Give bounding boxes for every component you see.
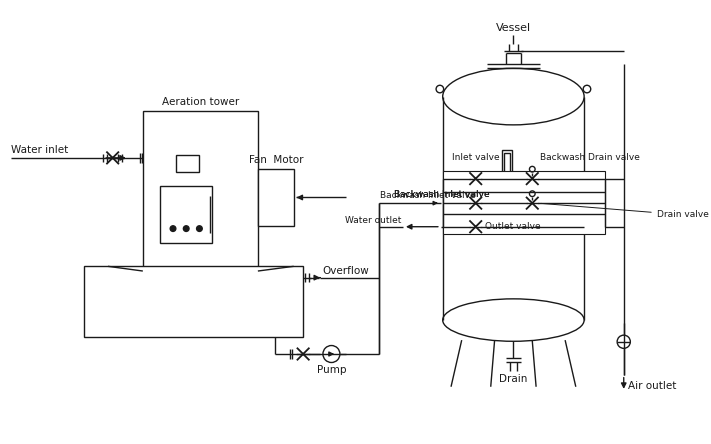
- Text: Water inlet: Water inlet: [11, 145, 68, 155]
- Text: Fan  Motor: Fan Motor: [249, 155, 303, 166]
- Bar: [160, 186, 212, 243]
- Bar: [176, 155, 199, 172]
- Text: Outlet valve: Outlet valve: [485, 222, 541, 231]
- Circle shape: [170, 226, 176, 231]
- Circle shape: [183, 226, 189, 231]
- Bar: [504, 153, 510, 194]
- Bar: [258, 169, 294, 226]
- Text: Backwash Drain valve: Backwash Drain valve: [540, 153, 640, 162]
- Bar: [143, 111, 258, 271]
- Text: Backwash Inlet valve: Backwash Inlet valve: [394, 190, 489, 199]
- Text: Water outlet: Water outlet: [345, 216, 401, 225]
- Text: Aeration tower: Aeration tower: [161, 97, 239, 107]
- Bar: [443, 171, 605, 234]
- Text: Backwash Inlet valve: Backwash Inlet valve: [380, 191, 476, 200]
- Text: Inlet valve: Inlet valve: [452, 153, 500, 162]
- Text: Vessel: Vessel: [496, 24, 531, 33]
- Text: Drain: Drain: [499, 374, 528, 384]
- Text: Backwash Inlet valve: Backwash Inlet valve: [394, 190, 489, 199]
- Text: Drain valve: Drain valve: [540, 203, 709, 219]
- Circle shape: [196, 226, 202, 231]
- Text: Air outlet: Air outlet: [628, 381, 676, 391]
- Bar: [502, 151, 511, 198]
- Bar: [85, 266, 303, 337]
- Text: Pump: Pump: [316, 365, 346, 375]
- Text: Overflow: Overflow: [322, 266, 369, 276]
